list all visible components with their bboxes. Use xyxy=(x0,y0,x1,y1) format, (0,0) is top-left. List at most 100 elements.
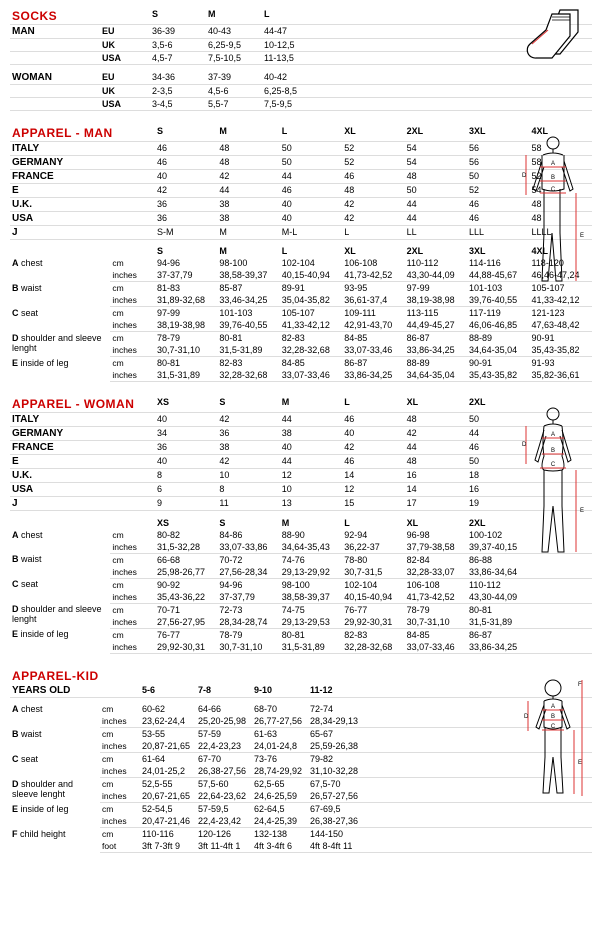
data-cell: 78-80 xyxy=(342,553,404,566)
data-cell: 28,34-28,74 xyxy=(217,616,279,629)
svg-text:C: C xyxy=(551,187,556,193)
unit-cm: cm xyxy=(110,603,155,616)
data-cell: 37-39 xyxy=(206,71,262,85)
data-cell: 40 xyxy=(155,455,217,469)
region-label: UK xyxy=(100,84,150,97)
data-cell: 22,4-23,42 xyxy=(196,815,252,828)
measure-label: C seat xyxy=(10,578,110,603)
size-l: L xyxy=(262,8,318,25)
sock-diagram xyxy=(518,8,588,68)
unit-cm: cm xyxy=(110,553,155,566)
data-cell: 8 xyxy=(155,469,217,483)
data-cell: 6 xyxy=(155,483,217,497)
measure-label: A chest xyxy=(10,529,110,554)
data-cell: 12 xyxy=(342,483,404,497)
svg-text:D: D xyxy=(524,714,529,720)
wmcol-xs: XS xyxy=(155,517,217,529)
data-cell: 90-92 xyxy=(155,578,217,591)
man-body-diagram: A B C D E xyxy=(518,133,588,333)
data-cell: 38,19-38,98 xyxy=(405,294,467,307)
data-cell: 67-69,5 xyxy=(308,803,364,816)
measure-label: B waist xyxy=(10,553,110,578)
data-cell: 26,57-27,56 xyxy=(308,790,364,803)
data-cell: 84-86 xyxy=(217,529,279,541)
unit-inches: inches xyxy=(110,541,155,554)
data-cell: 31,5-31,89 xyxy=(217,344,279,357)
data-cell: 35,04-35,82 xyxy=(280,294,342,307)
data-cell: 38 xyxy=(217,197,279,211)
data-cell: 4,5-7 xyxy=(150,52,206,65)
data-cell: 15 xyxy=(342,497,404,511)
region-label: USA xyxy=(10,483,155,497)
data-cell: 86-87 xyxy=(467,628,529,641)
data-cell: 42,91-43,70 xyxy=(342,319,404,332)
data-cell: 25,98-26,77 xyxy=(155,566,217,579)
data-cell: 74-75 xyxy=(280,603,342,616)
data-cell: 38,58-39,37 xyxy=(217,269,279,282)
data-cell: 44-47 xyxy=(262,25,318,39)
data-cell: 10 xyxy=(217,469,279,483)
region-label: J xyxy=(10,225,155,239)
data-cell: 53-55 xyxy=(140,728,196,741)
wcol-xl: XL xyxy=(405,396,467,413)
data-cell: 41,73-42,52 xyxy=(342,269,404,282)
svg-text:A: A xyxy=(551,161,555,167)
data-cell: 76-77 xyxy=(342,603,404,616)
apparel-kid-table: APPAREL-KID YEARS OLD 5-67-89-1011-12 A … xyxy=(10,668,592,854)
measure-label: B waist xyxy=(10,282,110,307)
data-cell: 6,25-9,5 xyxy=(206,39,262,52)
data-cell: 50 xyxy=(405,183,467,197)
data-cell: 32,28-32,68 xyxy=(217,369,279,382)
data-cell: 24,4-25,39 xyxy=(252,815,308,828)
group-label xyxy=(10,39,100,52)
data-cell: 24,01-24,8 xyxy=(252,740,308,753)
data-cell: 40-43 xyxy=(206,25,262,39)
data-cell: 52 xyxy=(342,141,404,155)
data-cell: 44 xyxy=(280,455,342,469)
data-cell: 94-96 xyxy=(155,257,217,269)
svg-text:E: E xyxy=(578,760,582,766)
data-cell: 84-85 xyxy=(405,628,467,641)
data-cell: 36-39 xyxy=(150,25,206,39)
data-cell: 34-36 xyxy=(150,71,206,85)
region-label: E xyxy=(10,183,155,197)
data-cell: 48 xyxy=(217,155,279,169)
data-cell: 40 xyxy=(280,197,342,211)
data-cell: 40 xyxy=(280,441,342,455)
svg-text:B: B xyxy=(551,175,555,181)
data-cell: 40 xyxy=(155,413,217,427)
svg-text:A: A xyxy=(551,432,555,438)
unit-cm: cm xyxy=(100,703,140,715)
data-cell: 42 xyxy=(217,169,279,183)
data-cell: 36 xyxy=(217,427,279,441)
kcol-5-6: 5-6 xyxy=(140,684,196,698)
data-cell: 32,28-32,68 xyxy=(280,344,342,357)
data-cell: 44 xyxy=(280,169,342,183)
data-cell: 44,49-45,27 xyxy=(405,319,467,332)
data-cell: 4ft 8-4ft 11 xyxy=(308,840,364,853)
data-cell: 78-79 xyxy=(217,628,279,641)
data-cell: 42 xyxy=(217,455,279,469)
data-cell: 6,25-8,5 xyxy=(262,84,318,97)
unit-inches: inches xyxy=(110,269,155,282)
data-cell: 78-79 xyxy=(405,603,467,616)
data-cell: 96-98 xyxy=(405,529,467,541)
data-cell: 70-71 xyxy=(155,603,217,616)
data-cell: 20,87-21,65 xyxy=(140,740,196,753)
data-cell: 30,7-31,10 xyxy=(155,344,217,357)
svg-text:F: F xyxy=(578,682,582,688)
data-cell: 24,01-25,2 xyxy=(140,765,196,778)
data-cell: 62-64,5 xyxy=(252,803,308,816)
data-cell: 102-104 xyxy=(342,578,404,591)
svg-text:D: D xyxy=(522,442,527,448)
region-label: GERMANY xyxy=(10,155,155,169)
data-cell: 46 xyxy=(155,141,217,155)
unit-inches: inches xyxy=(110,591,155,604)
wmcol-xl: XL xyxy=(405,517,467,529)
apparel-kid-section: A B C D E F APPAREL-KID YEARS OLD 5-67-8… xyxy=(10,668,592,854)
unit-inches: inches xyxy=(110,641,155,654)
data-cell: 31,5-31,89 xyxy=(280,641,342,654)
data-cell: 72-73 xyxy=(217,603,279,616)
group-label xyxy=(10,97,100,110)
data-cell: 20,67-21,65 xyxy=(140,790,196,803)
